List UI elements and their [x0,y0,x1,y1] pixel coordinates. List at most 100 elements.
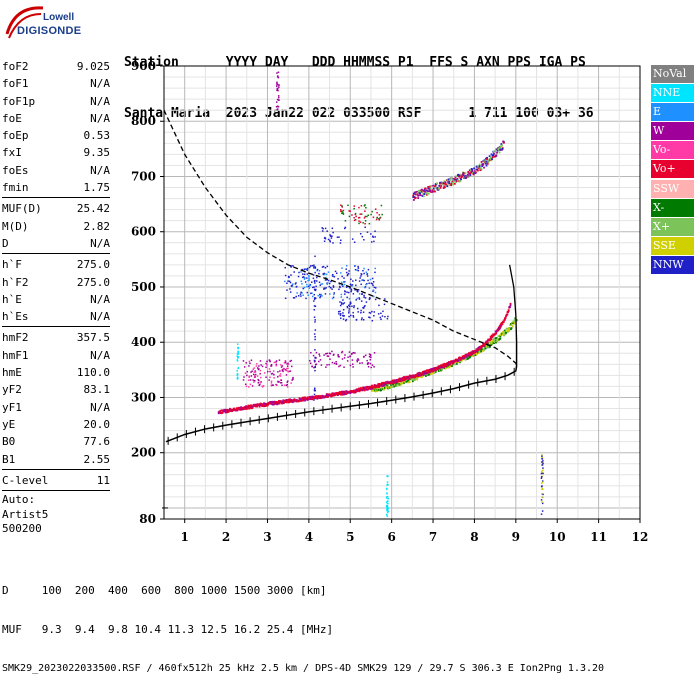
echo-point [249,362,251,365]
echo-point [361,279,363,281]
upper-trace-point [437,187,440,190]
param-key: D [2,236,9,250]
echo-point [338,356,340,358]
echo-point [332,275,334,277]
x-trace-point [489,342,492,345]
echo-point [275,361,277,363]
param-row: h`F2 275.0 [2,274,110,291]
echo-point [319,296,321,299]
echo-point [314,329,317,331]
upper-trace-point [432,187,435,190]
upper-trace-point [498,151,501,154]
logo-brand: Lowell [43,12,75,23]
echo-point [243,366,246,368]
echo-point [326,283,329,285]
x-tick-label: 5 [346,530,354,544]
echo-point [541,481,544,483]
x-trace-point [426,373,429,375]
upper-trace-point [478,167,480,170]
param-row: hmE 110.0 [2,364,110,381]
upper-trace-point [440,185,443,187]
echo-point [348,215,351,218]
echo-point [357,267,360,269]
echo-point [540,472,543,475]
echo-point [347,291,350,294]
echo-point [356,307,359,310]
param-row: h`E N/A [2,291,110,308]
param-value: 9.025 [76,60,110,73]
echo-point [289,360,291,363]
upper-trace-point [438,184,441,187]
o-trace-point [251,405,254,408]
echo-point [268,359,271,362]
upper-trace-point [414,196,417,199]
polarization-legend: NoVal NNE E W Vo- Vo+ SSW X- X+ SSE NNW [651,65,694,275]
echo-point [380,204,383,207]
echo-point [280,382,282,384]
echo-point [370,356,372,359]
echo-point [338,365,340,368]
param-divider [2,253,110,255]
o-trace-point [325,395,328,398]
o-trace-point [384,383,387,386]
echo-point [348,315,350,318]
o-trace-point [377,384,380,387]
echo-point [386,484,388,486]
upper-trace-point [488,155,491,158]
x-trace-point [499,337,502,340]
upper-trace-point [416,193,419,196]
echo-point [360,309,362,312]
echo-point [352,352,355,354]
echo-point [303,268,306,270]
x-trace-point [378,387,381,390]
param-row: h`F 275.0 [2,256,110,273]
x-trace-point [386,384,389,387]
echo-point [276,376,279,378]
o-trace-point [250,405,253,408]
echo-point [349,283,352,286]
echo-point [363,217,366,219]
x-trace-point [406,381,409,384]
upper-trace-point [432,188,435,191]
echo-point [541,482,543,485]
echo-point [345,264,348,267]
param-row: foE N/A [2,110,110,127]
o-trace-point [420,374,423,377]
o-trace-point [272,401,275,404]
echo-point [542,460,544,462]
echo-point [339,313,342,315]
param-value: N/A [90,348,110,362]
echo-point [286,386,289,388]
upper-trace-point [412,194,415,197]
o-trace-point [371,384,373,387]
echo-point [260,364,262,366]
echo-point [384,298,386,300]
x-trace-point [417,376,420,379]
o-trace-point [461,355,464,358]
echo-point [331,297,334,300]
o-trace-point [269,402,272,405]
param-key: B1 [2,452,16,466]
echo-point [284,274,287,277]
echo-point [330,280,332,283]
echo-point [342,209,345,212]
o-trace-point [273,400,276,403]
o-trace-point [369,386,372,389]
o-trace-point [444,363,447,366]
upper-trace-point [453,180,456,183]
o-trace-point [301,399,303,401]
echo-point [277,105,280,108]
echo-point [289,291,292,293]
echo-point [363,279,365,282]
echo-point [381,315,384,317]
o-trace-point [299,399,302,401]
echo-point [355,215,357,218]
o-trace-point [345,392,348,395]
echo-point [277,380,279,383]
o-trace-point [316,396,319,399]
echo-point [385,487,388,490]
echo-point [339,314,342,317]
o-trace-point [240,406,242,409]
echo-point [261,365,264,368]
echo-point [336,236,339,238]
